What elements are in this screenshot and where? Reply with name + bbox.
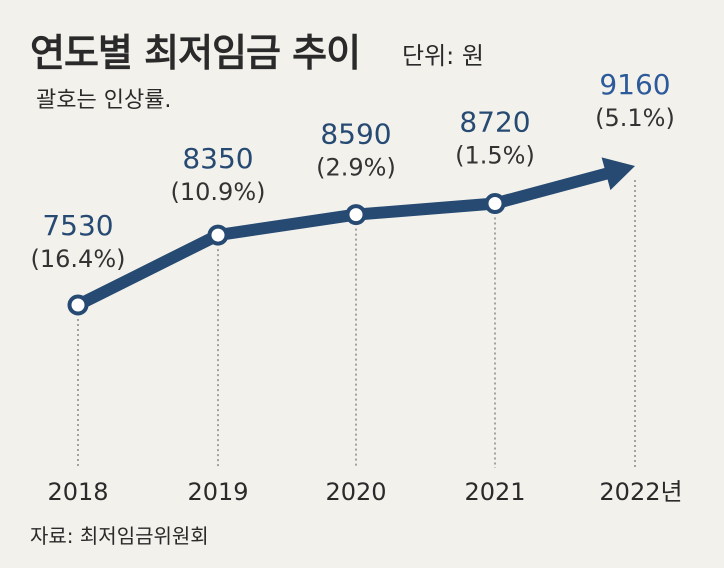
x-tick-label-3: 2020 bbox=[325, 478, 386, 506]
rate-label-3: (2.9%) bbox=[316, 154, 396, 182]
data-point-1 bbox=[67, 294, 89, 316]
x-tick-label-2: 2019 bbox=[187, 478, 248, 506]
x-tick-label-5: 2022년 bbox=[599, 478, 682, 506]
source-label: 자료: 최저임금위원회 bbox=[30, 524, 209, 548]
chart-note: 괄호는 인상률. bbox=[36, 88, 172, 113]
value-label-2: 8350 bbox=[182, 142, 253, 175]
unit-label: 단위: 원 bbox=[402, 42, 484, 70]
data-point-4 bbox=[484, 193, 506, 215]
data-point-2 bbox=[207, 224, 229, 246]
rate-label-1: (16.4%) bbox=[31, 245, 126, 273]
rate-label-4: (1.5%) bbox=[455, 142, 535, 170]
data-point-3 bbox=[345, 204, 367, 226]
trend-line bbox=[72, 167, 613, 311]
value-label-5: 9160 bbox=[599, 68, 670, 101]
value-label-4: 8720 bbox=[459, 106, 530, 139]
rate-label-5: (5.1%) bbox=[595, 104, 675, 132]
chart-title: 연도별 최저임금 추이 bbox=[30, 31, 361, 75]
rate-label-2: (10.9%) bbox=[171, 178, 266, 206]
value-label-3: 8590 bbox=[320, 118, 391, 151]
x-tick-label-1: 2018 bbox=[47, 478, 108, 506]
trend-arrowhead bbox=[601, 157, 635, 191]
x-tick-label-4: 2021 bbox=[464, 478, 525, 506]
value-label-1: 7530 bbox=[42, 209, 113, 242]
